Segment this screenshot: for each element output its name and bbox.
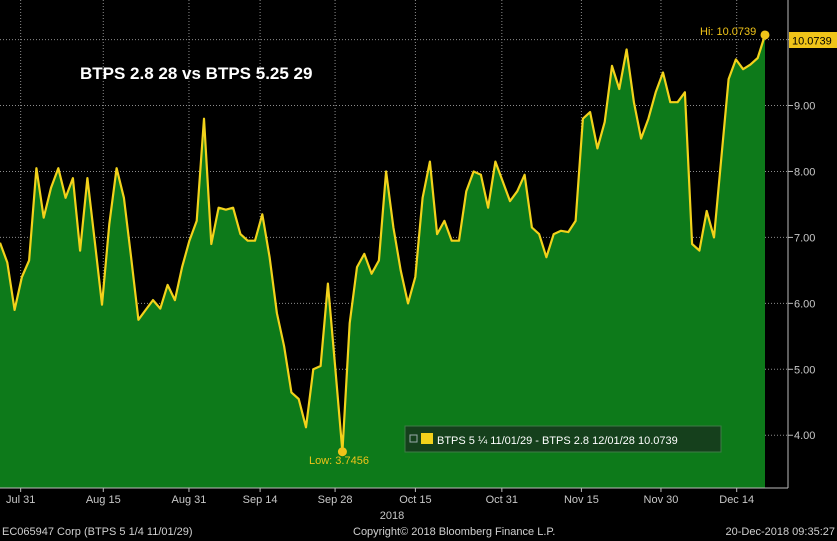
area-fill: [0, 35, 765, 488]
footer-bar: EC065947 Corp (BTPS 5 1/4 11/01/29) Copy…: [0, 525, 837, 541]
y-tick-label: 9.00: [794, 101, 815, 113]
x-tick-label: Sep 28: [318, 494, 353, 506]
y-tick-label: 4.00: [794, 430, 815, 442]
area-layer: [0, 34, 767, 488]
y-tick-label: 6.00: [794, 298, 815, 310]
timestamp: 20-Dec-2018 09:35:27: [725, 526, 835, 538]
y-tick-label: 5.00: [794, 364, 815, 376]
legend-swatch: [421, 433, 433, 444]
x-tick-label: Nov 30: [644, 494, 679, 506]
x-tick-label: Oct 31: [486, 494, 518, 506]
hi-label: Hi: 10.0739: [700, 26, 756, 38]
series-line: [0, 34, 767, 453]
last-value-box: [789, 32, 837, 48]
legend[interactable]: BTPS 5 ¼ 11/01/29 - BTPS 2.8 12/01/28 10…: [404, 425, 722, 453]
x-tick-label: Oct 15: [399, 494, 431, 506]
annotations: Hi: 10.0739 Low: 3.7456 10.0739: [309, 26, 837, 467]
y-tick-label: 8.00: [794, 166, 815, 178]
low-label: Low: 3.7456: [309, 455, 369, 467]
x-tick-label: Nov 15: [564, 494, 599, 506]
y-tick-label: 7.00: [794, 232, 815, 244]
last-value-label: 10.0739: [792, 36, 832, 48]
x-tick-label: Dec 14: [719, 494, 754, 506]
low-marker: [337, 447, 347, 457]
legend-expand-icon: [409, 434, 418, 443]
x-tick-label: Aug 31: [172, 494, 207, 506]
chart-title: BTPS 2.8 28 vs BTPS 5.25 29: [80, 64, 312, 83]
year-label: 2018: [380, 510, 404, 522]
legend-label: BTPS 5 ¼ 11/01/29 - BTPS 2.8 12/01/28 10…: [437, 435, 678, 447]
copyright: Copyright© 2018 Bloomberg Finance L.P.: [353, 526, 556, 538]
x-tick-label: Sep 14: [243, 494, 278, 506]
x-tick-label: Aug 15: [86, 494, 121, 506]
legend-box: [404, 425, 722, 453]
x-axis: Jul 31 Aug 15 Aug 31 Sep 14 Sep 28 Oct 15 Oct …: [0, 487, 788, 522]
x-tick-label: Jul 31: [6, 494, 35, 506]
security-id: EC065947 Corp (BTPS 5 1/4 11/01/29): [2, 526, 193, 538]
hi-marker: [760, 30, 770, 40]
